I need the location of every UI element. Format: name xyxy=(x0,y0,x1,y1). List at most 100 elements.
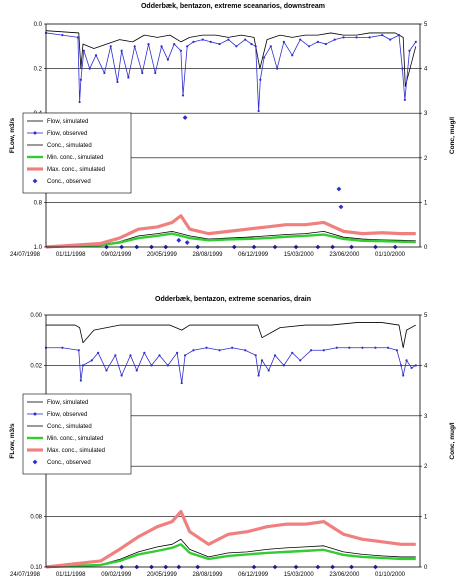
flow-observed-marker xyxy=(135,369,138,372)
legend-marker xyxy=(32,459,38,465)
flow-observed-marker xyxy=(333,38,336,41)
y-right-tick-label: 4 xyxy=(424,67,428,73)
flow-observed-marker xyxy=(257,374,260,377)
x-tick-label: 20/05/1999 xyxy=(147,252,178,258)
flow-observed-marker xyxy=(150,364,153,367)
series-line-4 xyxy=(45,509,416,569)
y-left-axis-label: FLow, m3/s xyxy=(9,423,16,459)
x-tick-label: 01/10/2000 xyxy=(375,252,406,258)
flow-observed-marker xyxy=(397,34,401,37)
flow-observed-marker xyxy=(307,45,311,48)
y-right-tick-label: 0 xyxy=(424,245,428,251)
flow-observed-marker xyxy=(244,349,247,352)
x-tick-label: 15/03/2000 xyxy=(284,572,315,578)
flow-observed-marker xyxy=(154,71,157,75)
flow-observed-marker xyxy=(386,346,390,349)
flow-observed-marker xyxy=(267,369,270,372)
flow-observed-marker xyxy=(259,78,262,81)
flow-observed-marker xyxy=(260,359,264,362)
flow-observed-marker xyxy=(127,76,130,79)
flow-observed-marker xyxy=(109,45,112,48)
series-line-1 xyxy=(45,32,417,112)
y-right-tick-label: 5 xyxy=(424,22,428,28)
flow-observed-marker xyxy=(120,49,123,52)
series-line-0 xyxy=(46,322,416,349)
flow-observed-marker xyxy=(176,351,179,354)
conc-observed-point xyxy=(176,237,182,243)
flow-observed-marker xyxy=(166,364,169,367)
legend-label: Flow, simulated xyxy=(47,400,88,406)
flow-observed-marker xyxy=(180,381,183,385)
x-tick-label: 28/08/1999 xyxy=(192,572,223,578)
flow-observed-marker xyxy=(235,45,238,48)
y-left-tick-label: 0.2 xyxy=(34,67,43,73)
legend-label: Max. conc., simulated xyxy=(47,448,105,454)
flow-observed-marker xyxy=(257,109,260,113)
flow-observed-marker xyxy=(410,366,413,370)
flow-observed-marker xyxy=(322,349,325,352)
flow-observed-marker xyxy=(403,98,406,101)
flow-observed-marker xyxy=(374,346,377,349)
flow-observed-marker xyxy=(355,36,358,39)
flow-observed-marker xyxy=(368,36,371,39)
y-right-tick-label: 3 xyxy=(424,111,428,117)
conc-observed-point xyxy=(338,204,344,210)
flow-observed-marker xyxy=(105,369,108,372)
y-right-tick-label: 5 xyxy=(424,313,428,319)
flow-observed-marker xyxy=(179,49,182,52)
flow-observed-marker xyxy=(158,354,161,357)
legend-label: Flow, observed xyxy=(47,131,87,137)
flow-observed-marker xyxy=(79,379,82,382)
y-left-tick-label: 0.00 xyxy=(30,313,42,319)
flow-observed-marker xyxy=(181,94,185,97)
flow-observed-marker xyxy=(141,71,144,75)
flow-observed-marker xyxy=(405,359,408,362)
flow-observed-marker xyxy=(147,42,150,46)
legend-marker xyxy=(33,412,37,416)
flow-observed-marker xyxy=(262,56,266,59)
legend-label: Min. conc., simulated xyxy=(47,155,103,161)
flow-observed-marker xyxy=(276,67,279,70)
legend-box xyxy=(22,393,132,475)
legend-marker xyxy=(33,131,37,135)
flow-observed-marker xyxy=(254,45,257,48)
flow-observed-marker xyxy=(269,45,272,48)
flow-observed-marker xyxy=(120,374,123,377)
flow-observed-marker xyxy=(94,54,98,57)
flow-observed-marker xyxy=(310,349,313,352)
flow-observed-marker xyxy=(273,354,277,357)
flow-observed-marker xyxy=(209,40,212,43)
y-right-tick-label: 1 xyxy=(424,515,428,521)
flow-observed-marker xyxy=(299,359,302,362)
legend-box xyxy=(22,112,132,194)
flow-observed-marker xyxy=(395,349,398,352)
series-line-0 xyxy=(45,30,417,87)
flow-observed-marker xyxy=(129,354,132,357)
flow-observed-marker xyxy=(166,58,169,61)
flow-observed-marker xyxy=(389,38,392,41)
flow-observed-marker xyxy=(192,40,195,43)
series-line-3 xyxy=(45,232,416,249)
y-right-tick-label: 2 xyxy=(424,156,428,162)
x-tick-label: 06/12/1999 xyxy=(238,252,269,258)
flow-observed-marker xyxy=(299,38,302,41)
y-left-tick-label: 1.0 xyxy=(34,245,43,251)
flow-observed-marker xyxy=(186,45,189,48)
flow-observed-marker xyxy=(173,42,176,46)
flow-observed-marker xyxy=(218,349,221,352)
flow-observed-marker xyxy=(381,34,384,37)
x-tick-label: 09/02/1999 xyxy=(101,572,132,578)
flow-observed-marker xyxy=(218,42,221,46)
y-right-tick-label: 4 xyxy=(424,363,428,369)
legend-label: Conc., observed xyxy=(47,460,91,466)
series-line-3 xyxy=(45,543,416,569)
flow-observed-marker xyxy=(401,67,404,70)
flow-observed-marker xyxy=(231,346,234,349)
flow-observed-marker xyxy=(97,351,100,354)
series-line-2 xyxy=(45,538,416,568)
series-line-2 xyxy=(45,230,416,248)
chart-title: Odderbæk, bentazon, extreme scenarios, d… xyxy=(155,296,311,303)
legend-label: Conc., simulated xyxy=(47,424,92,430)
flow-observed-marker xyxy=(414,364,417,367)
